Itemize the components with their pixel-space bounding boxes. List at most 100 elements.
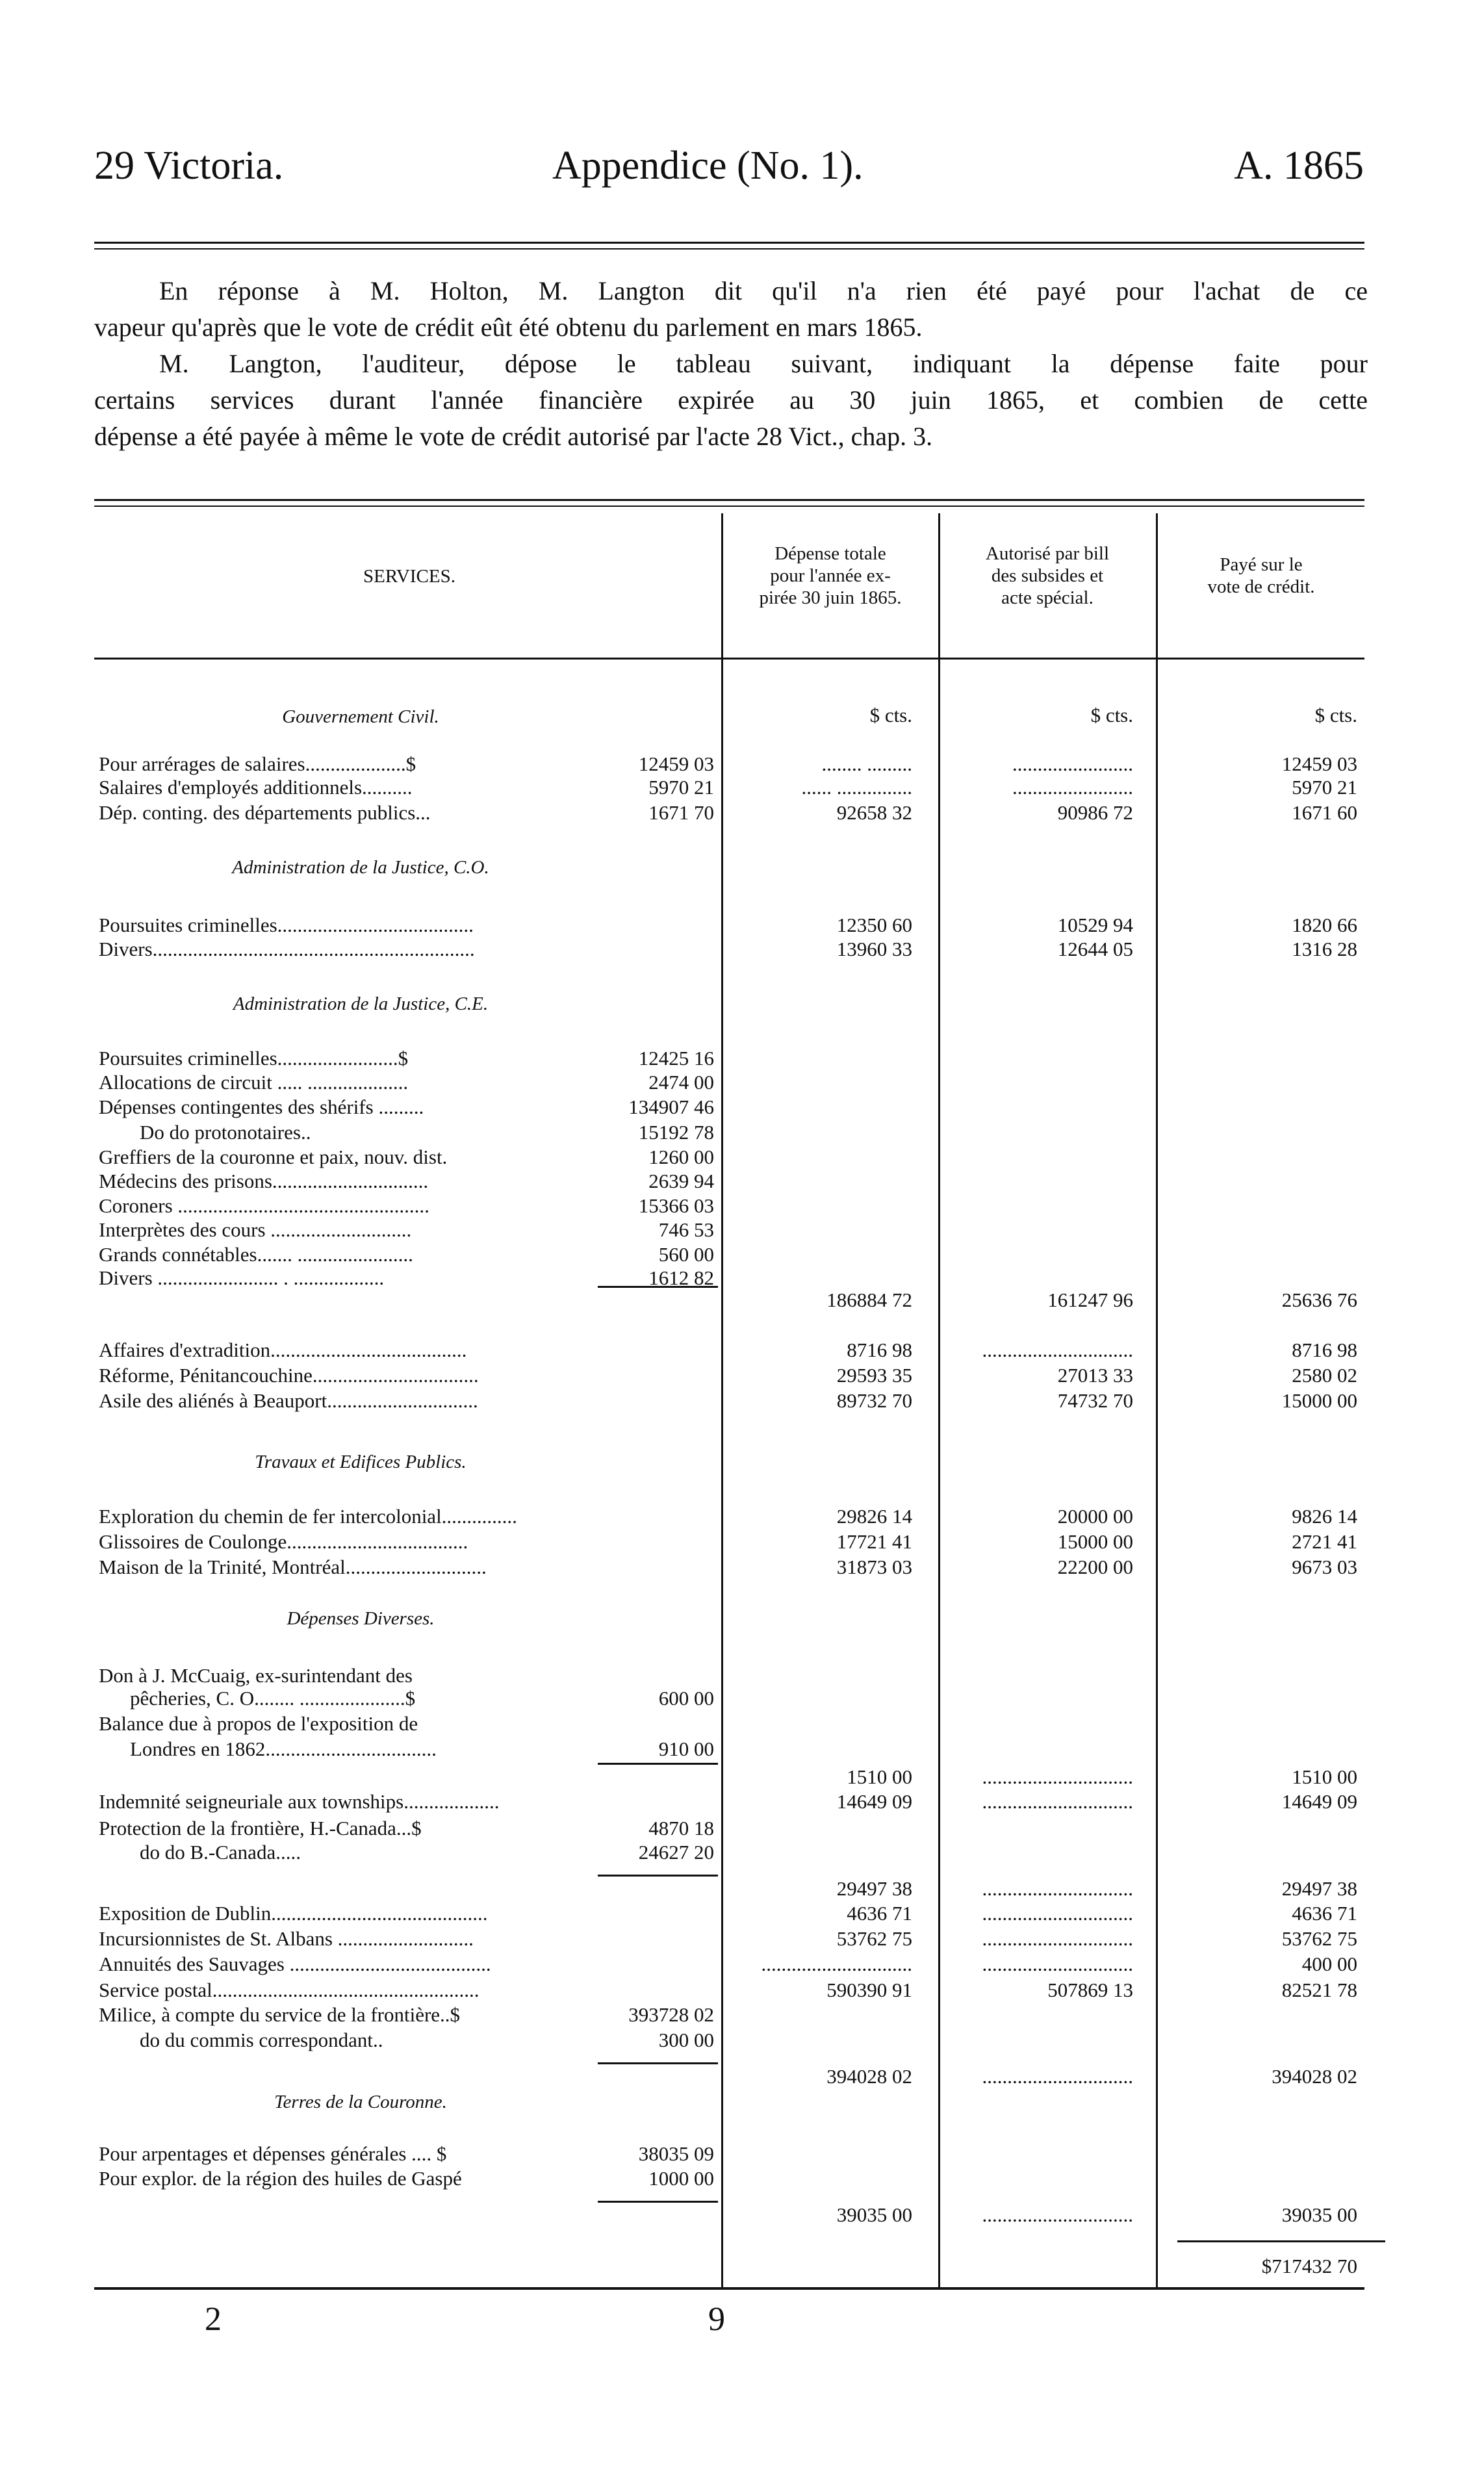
table-row: Exposition de Dublin....................… — [0, 1901, 1484, 1926]
table-row: Do do protonotaires.. 15192 78 — [0, 1120, 1484, 1145]
item-amount: 12459 03 — [638, 752, 714, 775]
service-label: Service postal..........................… — [99, 1979, 480, 2001]
service-label: Maison de la Trinité, Montréal..........… — [99, 1556, 487, 1578]
item-amount: 24627 20 — [638, 1841, 714, 1864]
item-amount: 4870 18 — [648, 1817, 714, 1839]
intro-line: En réponse à M. Holton, M. Langton dit q… — [159, 276, 1368, 305]
item-amount: 300 00 — [658, 2029, 714, 2051]
section-heading: Dépenses Diverses. — [0, 1606, 1484, 1631]
table-row: Dépenses contingentes des shérifs ......… — [0, 1095, 1484, 1120]
service-label: Londres en 1862.........................… — [130, 1737, 437, 1760]
subtotal-row: 39035 00.............................. 39… — [0, 2203, 1484, 2227]
header-year: A. 1865 — [1234, 144, 1364, 188]
total-expense: 29826 14 — [836, 1505, 912, 1528]
col-header-line: Autorisé par bill — [985, 543, 1110, 564]
header-rule — [94, 242, 1364, 244]
paid-amount: 4636 71 — [1292, 1902, 1357, 1925]
authorized-amount: 27013 33 — [1057, 1364, 1133, 1387]
unit-row: $ cts. $ cts. $ cts. — [0, 703, 1484, 728]
authorized-amount: 74732 70 — [1057, 1389, 1133, 1412]
header-session: 29 Victoria. — [94, 144, 284, 188]
unit-label: $ cts. — [1090, 704, 1133, 726]
authorized-amount: ........................ — [1012, 776, 1133, 799]
sum-rule — [598, 1286, 718, 1288]
subtotal-row: 29497 38.............................. 29… — [0, 1877, 1484, 1901]
authorized-amount: 15000 00 — [1057, 1530, 1133, 1553]
section-title: Travaux et Edifices Publics. — [255, 1452, 467, 1472]
service-label: Greffiers de la couronne et paix, nouv. … — [99, 1146, 448, 1168]
service-label: Asile des aliénés à Beauport............… — [99, 1389, 478, 1412]
total-expense: .............................. — [761, 1953, 913, 1975]
total-expense: 1510 00 — [847, 1765, 912, 1788]
paid-amount: 8716 98 — [1292, 1339, 1357, 1361]
total-expense: ........ ......... — [821, 752, 913, 775]
service-label: Incursionnistes de St. Albans ..........… — [99, 1927, 474, 1950]
col-header-line: Dépense totale — [774, 543, 886, 564]
col-header-line: pour l'année ex- — [770, 565, 891, 586]
authorized-amount: 10529 94 — [1057, 914, 1133, 936]
section-heading: Travaux et Edifices Publics. — [0, 1450, 1484, 1474]
total-expense: 186884 72 — [826, 1288, 912, 1311]
table-row: Indemnité seigneuriale aux townships....… — [0, 1789, 1484, 1814]
item-amount: 1612 82 — [648, 1266, 714, 1289]
total-expense: 8716 98 — [847, 1339, 912, 1361]
authorized-amount: .............................. — [982, 1790, 1134, 1813]
table-row: Affaires d'extradition..................… — [0, 1338, 1484, 1363]
authorized-amount: .............................. — [982, 1765, 1134, 1788]
authorized-amount: .............................. — [982, 1953, 1134, 1975]
table-row: Milice, à compte du service de la fronti… — [0, 2003, 1484, 2027]
table-top-rule-2 — [94, 506, 1364, 507]
table-row: Dép. conting. des départements publics..… — [0, 801, 1484, 825]
authorized-amount: .............................. — [982, 1902, 1134, 1925]
table-row: Grands connétables....... ..............… — [0, 1242, 1484, 1267]
total-expense: 53762 75 — [836, 1927, 912, 1950]
authorized-amount: 507869 13 — [1047, 1979, 1133, 2001]
unit-label: $ cts. — [869, 704, 912, 726]
table-row: Incursionnistes de St. Albans ..........… — [0, 1927, 1484, 1951]
service-label: do du commis correspondant.. — [140, 2029, 383, 2051]
service-label: Grands connétables....... ..............… — [99, 1243, 413, 1266]
col-header-line: Payé sur le — [1220, 554, 1303, 575]
table-row: Service postal..........................… — [0, 1978, 1484, 2003]
service-label: Exposition de Dublin....................… — [99, 1902, 488, 1925]
col-header-line: pirée 30 juin 1865. — [759, 587, 902, 608]
service-label: Dép. conting. des départements publics..… — [99, 801, 431, 824]
paid-amount: 9826 14 — [1292, 1505, 1357, 1528]
paid-amount: 400 00 — [1301, 1953, 1357, 1975]
paid-amount: 53762 75 — [1281, 1927, 1357, 1950]
table-row: Balance due à propos de l'exposition de — [0, 1711, 1484, 1736]
total-expense: 92658 32 — [836, 801, 912, 824]
section-heading: Terres de la Couronne. — [0, 2090, 1484, 2114]
col-header-authorized: Autorisé par bill des subsides et acte s… — [940, 543, 1155, 609]
table-row: Greffiers de la couronne et paix, nouv. … — [0, 1145, 1484, 1170]
paid-amount: 2721 41 — [1292, 1530, 1357, 1553]
authorized-amount: .............................. — [982, 2203, 1134, 2226]
subtotal-row: $717432 70 — [0, 2254, 1484, 2279]
paid-amount: 29497 38 — [1281, 1877, 1357, 1900]
service-label: Pour arrérages de salaires..............… — [99, 752, 416, 775]
table-row: Pour arrérages de salaires..............… — [0, 752, 1484, 776]
authorized-amount: 12644 05 — [1057, 938, 1133, 960]
total-expense: 394028 02 — [826, 2065, 912, 2088]
intro-line: vapeur qu'après que le vote de crédit eû… — [94, 313, 923, 342]
service-label: Allocations de circuit ..... ...........… — [99, 1071, 409, 1094]
authorized-amount: 161247 96 — [1047, 1288, 1133, 1311]
section-heading: Administration de la Justice, C.E. — [0, 992, 1484, 1016]
table-row: Annuités des Sauvages ..................… — [0, 1952, 1484, 1977]
table-row: Pour explor. de la région des huiles de … — [0, 2166, 1484, 2191]
sum-rule — [598, 1763, 718, 1765]
item-amount: 15366 03 — [638, 1194, 714, 1217]
total-expense: 17721 41 — [836, 1530, 912, 1553]
service-label: Balance due à propos de l'exposition de — [99, 1712, 418, 1735]
total-expense: 14649 09 — [836, 1790, 912, 1813]
intro-line: M. Langton, l'auditeur, dépose le tablea… — [159, 349, 1368, 378]
service-label: Divers..................................… — [99, 938, 475, 960]
sum-rule — [598, 1875, 718, 1877]
service-label: Indemnité seigneuriale aux townships....… — [99, 1790, 500, 1813]
paid-amount: 2580 02 — [1292, 1364, 1357, 1387]
total-expense: 29497 38 — [836, 1877, 912, 1900]
total-expense: 13960 33 — [836, 938, 912, 960]
service-label: Pour arpentages et dépenses générales ..… — [99, 2142, 447, 2165]
service-label: pêcheries, C. O........ ................… — [130, 1687, 416, 1710]
paid-amount: 14649 09 — [1281, 1790, 1357, 1813]
